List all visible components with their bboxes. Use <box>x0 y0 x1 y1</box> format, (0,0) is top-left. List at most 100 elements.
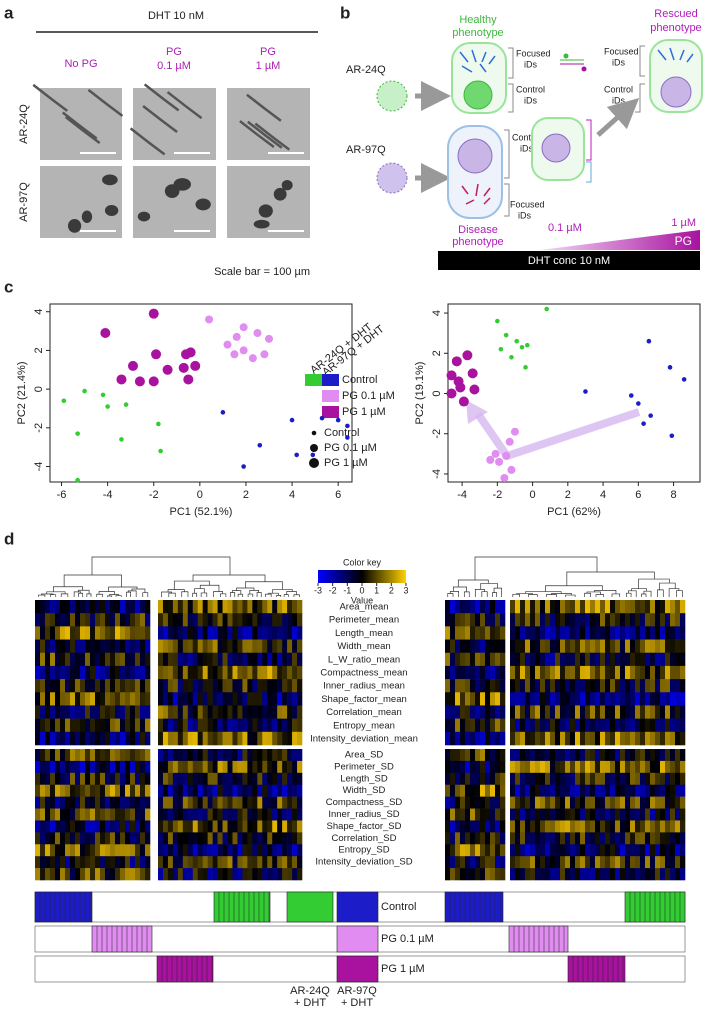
cell <box>142 105 178 134</box>
heat-cell <box>90 844 96 857</box>
heat-cell <box>485 692 491 706</box>
heat-cell <box>140 600 146 614</box>
heat-cell <box>267 626 273 640</box>
point <box>82 388 87 394</box>
heat-cell <box>520 626 526 640</box>
heat-cell <box>635 760 641 774</box>
heat-cell <box>282 844 288 857</box>
heat-cell <box>292 652 298 667</box>
heat-cell <box>45 679 51 693</box>
heat-cell <box>162 731 169 746</box>
cell <box>61 111 98 140</box>
heat-cell <box>55 868 61 881</box>
heat-cell <box>242 796 248 809</box>
heat-cell <box>555 820 561 833</box>
heat-cell <box>585 731 591 746</box>
heat-cell <box>540 731 546 746</box>
heat-cell <box>70 600 76 614</box>
heat-cell <box>172 749 179 762</box>
heat-cell <box>565 856 571 869</box>
heat-cell <box>172 626 179 640</box>
x-tick-label: 2 <box>565 489 571 501</box>
heat-cell <box>45 796 51 809</box>
dendrogram <box>98 591 115 595</box>
heat-cell <box>262 844 268 857</box>
heat-cell <box>580 749 586 762</box>
heat-cell <box>605 639 611 654</box>
heat-cell <box>158 832 164 845</box>
legend-label: PG 1 µM <box>342 406 386 418</box>
heat-cell <box>197 772 203 786</box>
point <box>75 431 80 436</box>
heat-cell <box>158 613 164 627</box>
heat-cell <box>287 796 293 809</box>
heat-cell <box>227 760 233 774</box>
heat-cell <box>550 796 556 809</box>
dendrogram <box>247 593 254 596</box>
heat-cell <box>495 784 501 797</box>
heat-cell <box>635 784 641 797</box>
heat-cell <box>530 639 536 654</box>
heat-cell <box>530 749 536 762</box>
heat-cell <box>110 749 116 762</box>
heat-cell <box>600 718 606 733</box>
x-tick-label: -4 <box>103 489 113 501</box>
bracket-label: Focused <box>516 48 551 58</box>
heat-cell <box>282 796 288 809</box>
heat-cell <box>167 784 174 797</box>
heat-cell <box>480 856 486 869</box>
heat-cell <box>475 600 481 614</box>
heat-cell <box>515 856 521 869</box>
heat-cell <box>55 749 61 762</box>
heat-cell <box>490 820 496 833</box>
point <box>648 413 653 418</box>
heat-cell <box>247 639 253 654</box>
heat-cell <box>292 856 298 869</box>
cell <box>104 205 119 217</box>
heat-cell <box>500 868 506 881</box>
heat-cell <box>70 639 76 654</box>
heat-cell <box>670 639 676 654</box>
heat-cell <box>450 832 456 845</box>
heat-cell <box>520 613 526 627</box>
heat-cell <box>90 679 96 693</box>
feature-label: Intensity_deviation_mean <box>310 734 418 745</box>
heat-cell <box>535 639 541 654</box>
heat-cell <box>167 613 174 627</box>
heat-cell <box>535 796 541 809</box>
heat-cell <box>640 796 646 809</box>
heat-cell <box>470 626 476 640</box>
heat-cell <box>545 832 551 845</box>
heat-cell <box>570 844 576 857</box>
heat-cell <box>167 718 174 733</box>
heat-cell <box>490 749 496 762</box>
heat-cell <box>202 856 208 869</box>
cell <box>32 83 69 112</box>
heat-cell <box>45 626 51 640</box>
heat-cell <box>55 600 61 614</box>
heat-cell <box>172 731 179 746</box>
heat-cell <box>545 718 551 733</box>
heat-cell <box>570 784 576 797</box>
heat-cell <box>287 808 293 821</box>
heat-cell <box>217 718 223 733</box>
heat-cell <box>545 856 551 869</box>
heat-cell <box>670 652 676 667</box>
heat-cell <box>60 856 66 869</box>
heat-cell <box>267 679 273 693</box>
heat-cell <box>115 844 121 857</box>
heat-cell <box>590 820 596 833</box>
heat-cell <box>252 718 258 733</box>
neurites <box>461 183 491 205</box>
dendrogram <box>265 593 272 596</box>
heat-cell <box>227 731 233 746</box>
heat-cell <box>615 808 621 821</box>
heat-cell <box>525 652 531 667</box>
heat-cell <box>40 600 46 614</box>
heat-cell <box>65 652 71 667</box>
heat-cell <box>650 749 656 762</box>
heat-cell <box>510 705 516 719</box>
heat-cell <box>465 600 471 614</box>
heat-cell <box>480 749 486 762</box>
heat-cell <box>197 820 203 833</box>
